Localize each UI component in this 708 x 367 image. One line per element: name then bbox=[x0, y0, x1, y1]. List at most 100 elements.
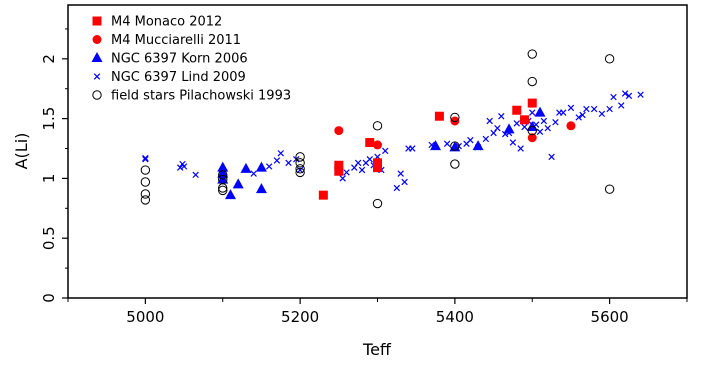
square-point bbox=[434, 111, 444, 121]
triangle-point bbox=[503, 123, 515, 134]
circle-open-point bbox=[527, 125, 537, 136]
cross-point bbox=[583, 105, 590, 113]
square-point bbox=[512, 105, 522, 115]
cross-point bbox=[443, 140, 451, 147]
cross-point bbox=[285, 159, 292, 167]
circle-open-point bbox=[527, 49, 537, 59]
x-tick-label: 5600 bbox=[591, 308, 629, 326]
cross-point bbox=[358, 166, 366, 174]
circle-filled-point bbox=[373, 140, 382, 150]
cross-point bbox=[590, 105, 598, 113]
triangle-point bbox=[449, 141, 461, 152]
cross-point bbox=[606, 105, 613, 113]
square-point bbox=[334, 166, 344, 176]
x-axis-label: Teff bbox=[362, 340, 392, 359]
circle-open-point bbox=[218, 170, 228, 180]
circle-open-point bbox=[218, 185, 228, 196]
y-tick-label: 1 bbox=[40, 174, 58, 184]
legend-entry-label: NGC 6397 Korn 2006 bbox=[111, 52, 248, 67]
cross-point bbox=[610, 93, 617, 101]
cross-point bbox=[401, 178, 408, 186]
cross-point bbox=[176, 164, 184, 171]
circle-filled-point bbox=[334, 126, 344, 136]
square-point bbox=[318, 190, 328, 200]
circle-open-point bbox=[604, 54, 615, 64]
cross-point bbox=[618, 102, 625, 109]
circle-open-point bbox=[450, 112, 460, 123]
cross-point bbox=[490, 129, 497, 137]
x-tick-label: 5000 bbox=[126, 308, 164, 326]
circle-open-point bbox=[450, 159, 460, 169]
cross-point bbox=[351, 164, 358, 171]
plot-frame bbox=[67, 4, 688, 299]
legend-entry-label: field stars Pilachowski 1993 bbox=[111, 89, 291, 104]
cross-point bbox=[192, 171, 199, 179]
cross-point bbox=[343, 169, 350, 176]
cross-point bbox=[575, 114, 582, 121]
legend-square-icon bbox=[92, 16, 102, 26]
cross-point bbox=[521, 123, 528, 131]
triangle-point bbox=[534, 106, 546, 117]
cross-point bbox=[513, 120, 520, 127]
circle-open-point bbox=[295, 167, 305, 178]
circle-open-point bbox=[140, 177, 151, 187]
triangle-point bbox=[224, 189, 236, 200]
cross-point bbox=[482, 135, 490, 143]
legend-circle-filled-icon bbox=[92, 35, 102, 44]
circle-open-point bbox=[140, 165, 151, 175]
circle-open-point bbox=[295, 164, 305, 174]
cross-point bbox=[625, 92, 633, 100]
circle-open-point bbox=[604, 184, 615, 194]
triangle-point bbox=[217, 161, 229, 172]
square-point bbox=[373, 163, 382, 173]
y-tick-label: 2 bbox=[40, 54, 58, 64]
y-tick-label: 0 bbox=[40, 293, 58, 303]
cross-point bbox=[142, 154, 149, 162]
circle-filled-point bbox=[566, 121, 576, 131]
legend: M4 Monaco 2012 M4 Mucciarelli 2011 NGC 639… bbox=[91, 15, 291, 104]
legend-cross-icon bbox=[93, 73, 101, 80]
cross-point bbox=[544, 124, 551, 132]
cross-point bbox=[567, 104, 575, 112]
circle-open-point bbox=[295, 158, 305, 168]
cross-point bbox=[509, 139, 517, 146]
circle-filled-point bbox=[450, 116, 460, 126]
cross-point bbox=[250, 170, 257, 177]
circle-open-point bbox=[140, 189, 151, 199]
cross-point bbox=[494, 124, 501, 132]
cross-point bbox=[498, 112, 505, 120]
cross-point bbox=[382, 147, 389, 155]
cross-point bbox=[486, 117, 493, 125]
triangle-point bbox=[240, 162, 252, 173]
cross-point bbox=[180, 163, 188, 170]
square-point bbox=[527, 98, 537, 108]
y-axis-ticks: 0 0.5 1 1.5 2 bbox=[40, 28, 68, 303]
y-tick-label: 0.5 bbox=[40, 226, 58, 250]
triangle-point bbox=[217, 167, 229, 178]
cross-point bbox=[273, 157, 281, 164]
cross-point bbox=[548, 153, 555, 161]
cross-point bbox=[559, 109, 567, 116]
cross-point bbox=[536, 128, 544, 135]
cross-point bbox=[277, 150, 285, 157]
square-point bbox=[520, 115, 530, 125]
triangle-point bbox=[430, 140, 442, 151]
legend-entry-label: NGC 6397 Lind 2009 bbox=[111, 70, 246, 85]
legend-triangle-icon bbox=[91, 52, 103, 62]
data-marks bbox=[140, 49, 644, 209]
triangle-point bbox=[255, 183, 267, 194]
cross-point bbox=[517, 145, 524, 152]
square-point bbox=[365, 138, 375, 148]
cross-point bbox=[265, 163, 273, 170]
cross-point bbox=[339, 175, 346, 182]
circle-open-point bbox=[527, 76, 537, 87]
cross-point bbox=[393, 184, 401, 192]
cross-point bbox=[142, 156, 149, 163]
cross-point bbox=[366, 156, 373, 163]
cross-point bbox=[579, 111, 586, 119]
circle-open-point bbox=[450, 141, 460, 151]
square-point bbox=[334, 160, 344, 170]
cross-point bbox=[529, 109, 536, 116]
x-axis-ticks: 5000 5200 5400 5600 bbox=[67, 298, 688, 326]
